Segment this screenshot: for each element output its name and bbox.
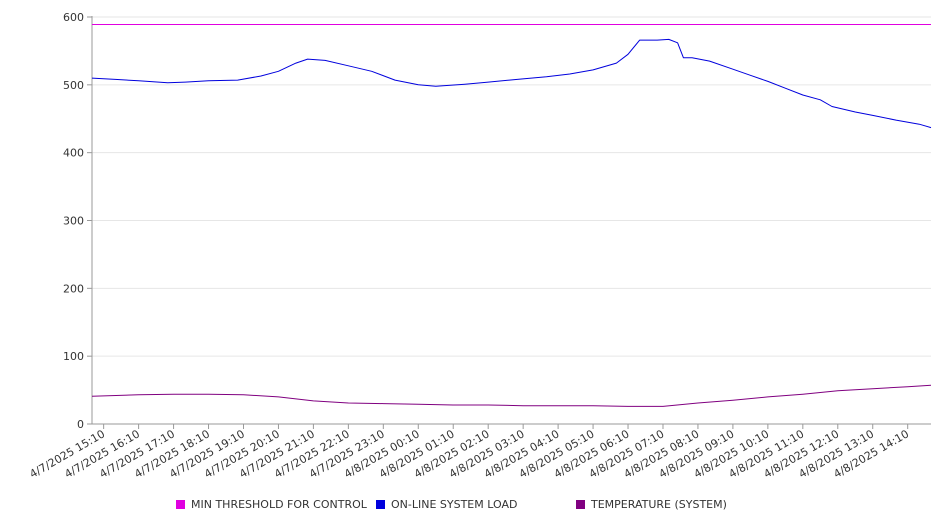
series-line-system-load bbox=[91, 38, 932, 129]
x-axis-tick-labels: 4/7/2025 15:104/7/2025 16:104/7/2025 17:… bbox=[27, 427, 911, 481]
legend-label-temperature: TEMPERATURE (SYSTEM) bbox=[591, 498, 727, 511]
y-tick-label: 0 bbox=[77, 418, 84, 431]
gridlines bbox=[92, 16, 931, 357]
y-tick-label: 400 bbox=[63, 147, 84, 160]
series-line-temperature bbox=[91, 384, 932, 407]
y-tick-label: 200 bbox=[63, 282, 84, 295]
legend-item-system-load: ON-LINE SYSTEM LOAD bbox=[376, 498, 517, 511]
y-tick-label: 500 bbox=[63, 79, 84, 92]
y-tick-label: 600 bbox=[63, 11, 84, 24]
legend-swatch-temperature bbox=[576, 500, 585, 509]
legend-label-min-threshold: MIN THRESHOLD FOR CONTROL bbox=[191, 498, 367, 511]
y-tick-label: 300 bbox=[63, 215, 84, 228]
legend-swatch-min-threshold bbox=[176, 500, 185, 509]
y-tick-label: 100 bbox=[63, 350, 84, 363]
y-axis-tick-labels: 0 100 200 300 400 500 600 bbox=[63, 11, 84, 431]
legend-label-system-load: ON-LINE SYSTEM LOAD bbox=[391, 498, 518, 511]
legend-item-min-threshold: MIN THRESHOLD FOR CONTROL bbox=[176, 498, 367, 511]
legend-swatch-system-load bbox=[376, 500, 385, 509]
series-lines bbox=[91, 24, 932, 407]
legend: MIN THRESHOLD FOR CONTROL ON-LINE SYSTEM… bbox=[0, 498, 946, 516]
legend-item-temperature: TEMPERATURE (SYSTEM) bbox=[576, 498, 727, 511]
axes bbox=[87, 16, 931, 429]
